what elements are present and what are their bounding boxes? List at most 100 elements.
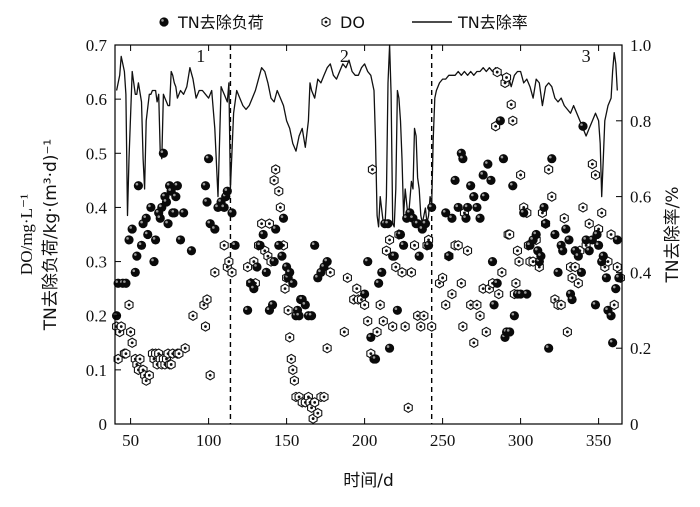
- tn-load-point: [486, 175, 496, 185]
- do-point: [391, 261, 401, 273]
- do-point: [289, 375, 299, 386]
- load-marker-highlight: [477, 215, 480, 218]
- tn-load-point: [300, 300, 310, 310]
- x-tick-label: 350: [586, 431, 612, 450]
- load-marker-highlight: [455, 204, 459, 208]
- load-marker-body: [420, 219, 431, 229]
- load-marker-highlight: [558, 242, 561, 246]
- do-point: [556, 299, 566, 311]
- tn-load-point: [267, 300, 278, 310]
- do-point: [116, 321, 126, 332]
- do-marker-dot: [456, 243, 460, 247]
- do-point: [447, 288, 457, 300]
- do-point: [544, 164, 554, 175]
- do-marker-dot: [272, 178, 276, 182]
- load-marker-highlight: [600, 253, 604, 256]
- do-marker-dot: [419, 325, 423, 328]
- legend-marker-do: [321, 16, 331, 28]
- load-marker-highlight: [364, 258, 368, 262]
- tn-load-point: [544, 343, 554, 353]
- do-marker-dot: [388, 238, 391, 242]
- load-marker-body: [519, 208, 529, 218]
- do-point: [319, 391, 329, 403]
- do-marker-dot: [124, 352, 128, 356]
- tn-load-point: [392, 305, 402, 315]
- load-marker-highlight: [315, 274, 318, 278]
- tn-load-point: [458, 154, 468, 164]
- load-marker-highlight: [552, 231, 555, 235]
- do-marker-dot: [519, 173, 522, 177]
- tn-load-point: [377, 267, 387, 277]
- load-marker-highlight: [616, 274, 619, 278]
- do-point: [505, 229, 515, 240]
- tn-load-point: [271, 224, 281, 234]
- do-point: [494, 288, 504, 300]
- load-marker-highlight: [511, 312, 515, 316]
- do-point: [275, 202, 285, 213]
- load-marker-body: [461, 213, 471, 223]
- do-marker-dot: [230, 271, 234, 274]
- do-point: [367, 164, 377, 175]
- do-marker-dot: [547, 168, 551, 171]
- load-marker-highlight: [162, 193, 165, 197]
- tn-load-point: [550, 229, 560, 240]
- do-marker-dot: [130, 341, 134, 345]
- load-marker-body: [458, 154, 468, 164]
- do-marker-dot: [594, 173, 597, 177]
- load-marker-highlight: [263, 269, 267, 273]
- load-marker-body: [136, 240, 147, 250]
- load-marker-highlight: [299, 296, 303, 300]
- do-marker-dot: [260, 222, 264, 226]
- do-marker-dot: [129, 330, 133, 334]
- do-marker-dot: [516, 249, 519, 253]
- do-marker-dot: [127, 303, 131, 307]
- tn-load-point: [531, 229, 541, 240]
- load-marker-highlight: [520, 209, 524, 213]
- do-point: [463, 245, 473, 256]
- do-point: [271, 164, 281, 175]
- load-marker-highlight: [271, 258, 274, 262]
- tn-load-point: [594, 240, 604, 250]
- do-point: [264, 218, 274, 229]
- do-point: [210, 267, 220, 278]
- do-point: [475, 310, 485, 321]
- tn-load-point: [210, 224, 220, 234]
- load-marker-highlight: [302, 301, 306, 305]
- load-marker-body: [300, 300, 310, 310]
- load-marker-body: [285, 267, 295, 277]
- do-point: [144, 370, 154, 381]
- do-marker-dot: [252, 260, 256, 263]
- do-marker-dot: [204, 325, 207, 328]
- do-marker-dot: [369, 352, 373, 356]
- do-marker-dot: [346, 276, 349, 280]
- load-marker-highlight: [155, 209, 159, 213]
- load-marker-body: [175, 235, 186, 245]
- tn-load-point: [453, 202, 463, 213]
- tn-load-point: [252, 262, 262, 272]
- load-marker-highlight: [497, 117, 501, 121]
- do-point: [514, 256, 524, 267]
- load-marker-highlight: [580, 123, 583, 126]
- tn-load-point: [230, 240, 240, 250]
- do-point: [339, 326, 349, 338]
- load-marker-highlight: [506, 329, 510, 332]
- load-marker-highlight: [361, 291, 365, 294]
- load-marker-highlight: [442, 209, 446, 213]
- do-marker-dot: [291, 368, 295, 372]
- do-point: [502, 72, 512, 83]
- load-marker-highlight: [488, 177, 491, 181]
- load-marker-highlight: [218, 199, 221, 202]
- load-marker-highlight: [144, 231, 148, 235]
- do-point: [121, 348, 131, 359]
- load-marker-highlight: [609, 339, 613, 343]
- x-tick-label: 250: [430, 431, 456, 450]
- do-marker-dot: [371, 168, 374, 171]
- tn-load-point: [462, 202, 473, 213]
- do-marker-dot: [514, 281, 518, 285]
- do-point: [280, 283, 290, 294]
- do-point: [573, 277, 583, 289]
- do-point: [508, 115, 518, 127]
- load-marker-body: [271, 224, 281, 234]
- x-tick-label: 50: [122, 431, 139, 450]
- load-marker-body: [169, 208, 179, 218]
